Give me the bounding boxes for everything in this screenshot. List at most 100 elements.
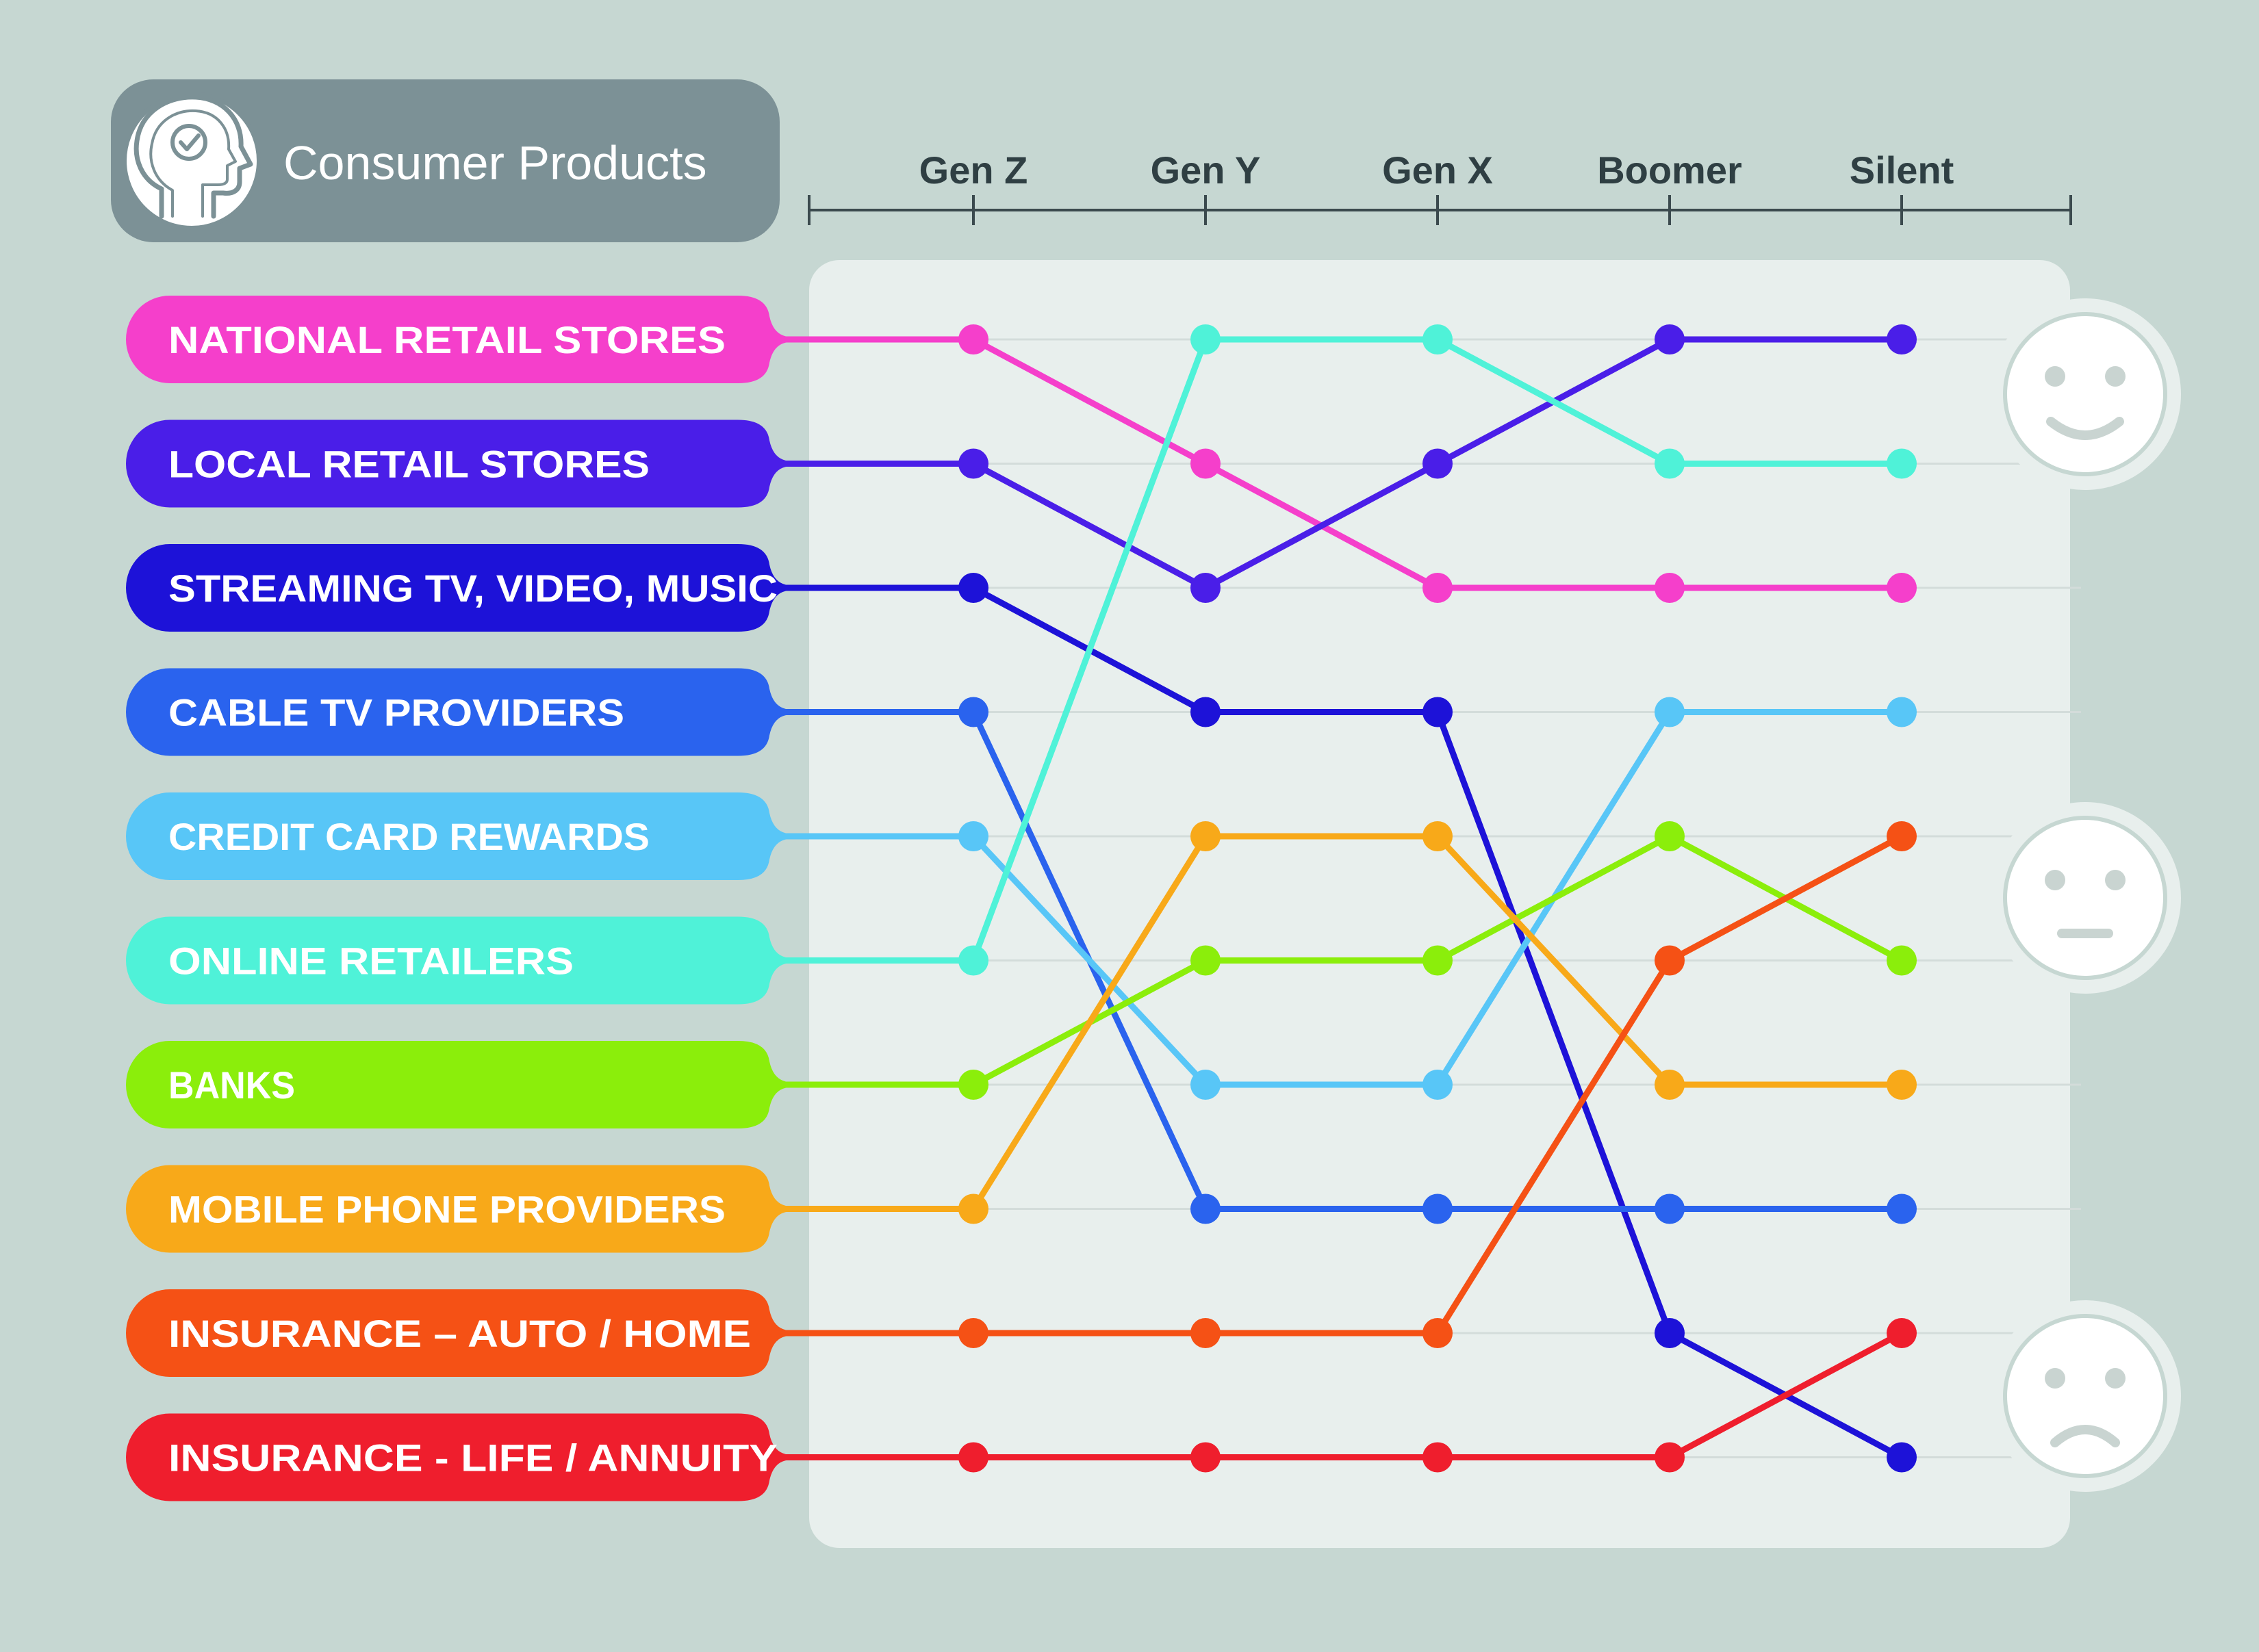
series-line-local-retail-stores: [780, 336, 1902, 591]
legend-item-streaming-tv-video-music: STREAMING TV, VIDEO, MUSIC: [126, 544, 789, 632]
data-point-national-retail-stores-silent: [1887, 573, 1917, 603]
legend-pill-insurance-life-annuity: [126, 1413, 789, 1501]
neutral-face-icon: [1989, 802, 2181, 994]
data-point-credit-card-rewards-gen-z: [958, 821, 988, 851]
data-point-online-retailers-silent: [1887, 448, 1917, 479]
series-line-insurance-auto-home: [780, 834, 1904, 1337]
legend-item-online-retailers: ONLINE RETAILERS: [126, 916, 789, 1005]
data-point-credit-card-rewards-boomer: [1655, 697, 1685, 727]
data-point-banks-gen-y: [1190, 945, 1221, 976]
x-tick-label-gen-x: Gen X: [1382, 149, 1493, 192]
series-line-mobile-phone-providers: [780, 833, 1902, 1212]
series-line-insurance-life-annuity: [780, 1330, 1904, 1460]
legend-label-insurance-auto-home: INSURANCE – AUTO / HOME: [168, 1312, 751, 1355]
legend-pill-insurance-auto-home: [126, 1289, 789, 1377]
data-point-cable-tv-providers-gen-y: [1190, 1193, 1221, 1224]
legend-item-insurance-auto-home: INSURANCE – AUTO / HOME: [126, 1289, 789, 1377]
data-point-credit-card-rewards-gen-y: [1190, 1070, 1221, 1100]
legend-label-cable-tv-providers: CABLE TV PROVIDERS: [168, 691, 624, 734]
legend-item-cable-tv-providers: CABLE TV PROVIDERS: [126, 668, 789, 756]
data-point-cable-tv-providers-silent: [1887, 1193, 1917, 1224]
data-point-national-retail-stores-gen-y: [1190, 448, 1221, 479]
legend-label-local-retail-stores: LOCAL RETAIL STORES: [168, 443, 650, 486]
data-point-credit-card-rewards-gen-x: [1422, 1070, 1453, 1100]
head-checkmark-icon: [123, 92, 261, 230]
data-point-online-retailers-boomer: [1655, 448, 1685, 479]
data-point-local-retail-stores-boomer: [1655, 324, 1685, 354]
data-point-mobile-phone-providers-gen-x: [1422, 821, 1453, 851]
data-point-insurance-life-annuity-silent: [1887, 1318, 1917, 1348]
series-line-credit-card-rewards: [780, 709, 1902, 1088]
data-point-streaming-tv-video-music-gen-x: [1422, 697, 1453, 727]
data-point-streaming-tv-video-music-gen-y: [1190, 697, 1221, 727]
legend-label-online-retailers: ONLINE RETAILERS: [168, 940, 574, 983]
data-point-online-retailers-gen-z: [958, 945, 988, 976]
data-point-streaming-tv-video-music-boomer: [1655, 1318, 1685, 1348]
legend-item-mobile-phone-providers: MOBILE PHONE PROVIDERS: [126, 1165, 789, 1253]
data-point-national-retail-stores-gen-x: [1422, 573, 1453, 603]
legend-pill-credit-card-rewards: [126, 792, 789, 880]
legend-label-streaming-tv-video-music: STREAMING TV, VIDEO, MUSIC: [168, 567, 778, 610]
data-point-banks-silent: [1887, 945, 1917, 976]
legend-item-banks: BANKS: [126, 1041, 789, 1128]
header-banner: [111, 79, 780, 242]
legend-label-credit-card-rewards: CREDIT CARD REWARDS: [168, 815, 650, 858]
legend-item-credit-card-rewards: CREDIT CARD REWARDS: [126, 792, 789, 880]
x-tick-label-gen-y: Gen Y: [1151, 149, 1261, 192]
legend-pill-local-retail-stores: [126, 420, 789, 508]
plot-panel: [809, 260, 2070, 1548]
header-title: Consumer Products: [283, 136, 707, 190]
legend-label-mobile-phone-providers: MOBILE PHONE PROVIDERS: [168, 1188, 726, 1231]
legend-item-local-retail-stores: LOCAL RETAIL STORES: [126, 420, 789, 508]
data-point-mobile-phone-providers-gen-y: [1190, 821, 1221, 851]
data-point-insurance-auto-home-silent: [1887, 821, 1917, 851]
data-point-banks-gen-z: [958, 1070, 988, 1100]
data-point-mobile-phone-providers-gen-z: [958, 1193, 988, 1224]
data-point-local-retail-stores-gen-y: [1190, 573, 1221, 603]
smiling-face-icon: [1989, 298, 2181, 490]
legend-pill-cable-tv-providers: [126, 668, 789, 756]
data-point-banks-gen-x: [1422, 945, 1453, 976]
legend-pill-banks: [126, 1041, 789, 1128]
data-point-online-retailers-gen-y: [1190, 324, 1221, 354]
data-point-banks-boomer: [1655, 821, 1685, 851]
data-point-insurance-auto-home-gen-x: [1422, 1318, 1453, 1348]
data-point-cable-tv-providers-gen-x: [1422, 1193, 1453, 1224]
data-point-insurance-auto-home-gen-z: [958, 1318, 988, 1348]
data-point-national-retail-stores-boomer: [1655, 573, 1685, 603]
data-point-insurance-life-annuity-gen-y: [1190, 1442, 1221, 1473]
data-point-online-retailers-gen-x: [1422, 324, 1453, 354]
data-point-streaming-tv-video-music-gen-z: [958, 573, 988, 603]
series-line-online-retailers: [780, 336, 1902, 964]
data-point-local-retail-stores-gen-x: [1422, 448, 1453, 479]
data-point-credit-card-rewards-silent: [1887, 697, 1917, 727]
data-point-insurance-auto-home-boomer: [1655, 945, 1685, 976]
data-point-insurance-auto-home-gen-y: [1190, 1318, 1221, 1348]
legend-pill-streaming-tv-video-music: [126, 544, 789, 632]
data-point-streaming-tv-video-music-silent: [1887, 1442, 1917, 1473]
legend-item-national-retail-stores: NATIONAL RETAIL STORES: [126, 296, 789, 383]
legend-pill-online-retailers: [126, 916, 789, 1005]
x-tick-label-boomer: Boomer: [1597, 149, 1742, 192]
legend-label-insurance-life-annuity: INSURANCE - LIFE / ANNUITY: [168, 1436, 778, 1480]
legend-item-insurance-life-annuity: INSURANCE - LIFE / ANNUITY: [126, 1413, 789, 1501]
data-point-insurance-life-annuity-gen-x: [1422, 1442, 1453, 1473]
data-point-local-retail-stores-gen-z: [958, 448, 988, 479]
legend-label-national-retail-stores: NATIONAL RETAIL STORES: [168, 318, 726, 361]
legend-pill-mobile-phone-providers: [126, 1165, 789, 1253]
series-line-cable-tv-providers: [780, 709, 1902, 1212]
series-line-streaming-tv-video-music: [780, 584, 1904, 1460]
legend-label-banks: BANKS: [168, 1063, 295, 1107]
data-point-insurance-life-annuity-gen-z: [958, 1442, 988, 1473]
data-point-cable-tv-providers-gen-z: [958, 697, 988, 727]
legend-pill-national-retail-stores: [126, 296, 789, 383]
data-point-insurance-life-annuity-boomer: [1655, 1442, 1685, 1473]
series-line-banks: [780, 833, 1904, 1088]
data-point-cable-tv-providers-boomer: [1655, 1193, 1685, 1224]
data-point-national-retail-stores-gen-z: [958, 324, 988, 354]
x-tick-label-gen-z: Gen Z: [919, 149, 1028, 192]
frowning-face-icon: [1989, 1300, 2181, 1492]
data-point-local-retail-stores-silent: [1887, 324, 1917, 354]
